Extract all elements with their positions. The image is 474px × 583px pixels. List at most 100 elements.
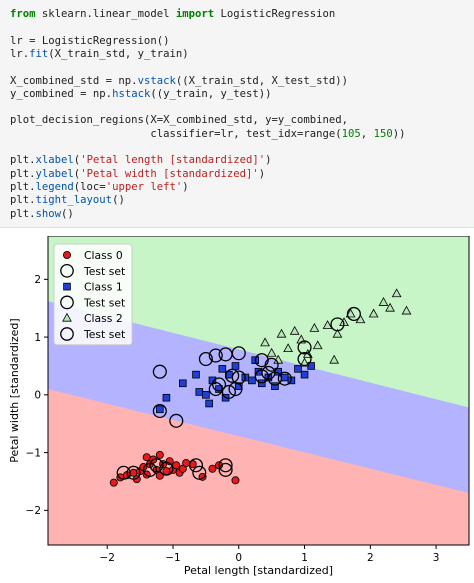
open-circle-point (208, 382, 223, 397)
legend-label: Class 2 (84, 312, 123, 325)
code-token: X_combined_std = np. (10, 74, 138, 87)
axes-frame (47, 236, 470, 546)
open-circle-point (297, 351, 312, 367)
open-circle-point (330, 317, 345, 332)
triangle-point (283, 343, 293, 353)
open-circle-point (152, 364, 167, 379)
code-token: plt. (10, 194, 36, 207)
y-tick-label: 0 (34, 390, 41, 402)
code-token: LogisticRegression (214, 8, 336, 20)
code-token: ) (265, 154, 272, 167)
code-line: plot_decision_regions(X=X_combined_std, … (10, 113, 348, 128)
code-token: 105 (341, 127, 361, 140)
square-point (218, 365, 227, 373)
code-line: from sklearn.linear_model import Logisti… (10, 7, 335, 22)
code-token: y_combined = np. (10, 87, 113, 100)
code-token: from (10, 8, 36, 20)
legend-label: Class 0 (84, 249, 123, 262)
open-circle-point (149, 458, 164, 473)
code-line: plt.legend(loc='upper left') (10, 180, 189, 195)
code-token: show (35, 207, 62, 220)
open-circle-point (169, 413, 184, 428)
code-token: plot_decision_regions(X=X_combined_std, … (10, 114, 349, 127)
code-line: lr.fit(X_train_std, y_train) (10, 47, 189, 62)
square-point (294, 365, 302, 373)
open-circle-point (231, 346, 246, 361)
circle-point (172, 461, 181, 470)
legend-marker (62, 312, 72, 322)
square-point (162, 393, 171, 402)
triangle-point (260, 337, 270, 347)
open-circle-point (277, 371, 292, 386)
code-line: X_combined_std = np.vstack((X_train_std,… (10, 74, 348, 89)
triangle-point (322, 320, 333, 329)
open-circle-point (297, 340, 312, 355)
code-line: plt.xlabel('Petal length [standardized]'… (10, 153, 272, 168)
code-token: vstack (137, 74, 176, 87)
square-point (192, 370, 200, 379)
code-token: lr = LogisticRegression() (10, 34, 170, 47)
x-tick-label: 3 (433, 552, 440, 564)
open-circle-point (264, 357, 279, 372)
y-tick-label: 2 (34, 274, 41, 286)
triangle-point (385, 302, 395, 312)
code-token: (loc= (73, 180, 106, 193)
triangle-point (368, 308, 379, 318)
triangle-point (391, 288, 402, 298)
square-point (205, 399, 213, 408)
open-circle-point (152, 403, 167, 419)
code-token: ylabel (35, 167, 74, 180)
legend-marker (63, 282, 71, 291)
triangle-point (309, 322, 320, 332)
code-token: ) (182, 180, 189, 193)
open-circle-point (218, 462, 233, 477)
legend-marker (60, 263, 74, 278)
open-circle-point (159, 461, 174, 476)
code-token: fit (29, 47, 49, 60)
legend-label: Test set (83, 296, 125, 309)
code-token: )) (392, 127, 406, 140)
code-line: plt.show() (10, 207, 74, 222)
legend: Class 0 Test set Class 1 Test set Class 2 Tes… (53, 243, 133, 346)
circle-point (208, 464, 217, 473)
code-token: plt. (10, 167, 36, 180)
code-token: 'Petal width [standardized]' (80, 167, 259, 180)
legend-label: Test set (83, 265, 125, 278)
open-circle-point (218, 458, 233, 473)
open-circle-point (116, 465, 131, 480)
code-token: sklearn.linear_model (35, 8, 176, 20)
y-tick-label: −1 (26, 447, 41, 459)
square-point (179, 379, 187, 388)
code-line: y_combined = np.hstack((y_train, y_test)… (10, 87, 272, 102)
code-line: plt.ylabel('Petal width [standardized]') (10, 167, 265, 182)
legend-label: Test set (83, 328, 125, 341)
x-axis-label: Petal length [standardized] (184, 564, 333, 577)
code-token: ((y_train, y_test)) (150, 87, 272, 100)
circle-point (142, 453, 151, 462)
open-circle-point (225, 368, 240, 383)
code-line: classifier=lr, test_idx=range(105, 150)) (10, 127, 405, 142)
y-tick-label: 1 (34, 332, 41, 344)
x-tick-label: 2 (367, 552, 374, 564)
circle-point (155, 450, 164, 459)
square-point (281, 373, 289, 382)
code-token: , (360, 127, 374, 140)
decision-regions-plot: −2 −1 0 1 2 3 −2 −1 0 1 2 Petal length [standardiz… (8, 236, 470, 577)
code-token: plt. (10, 207, 36, 220)
code-cell[interactable]: from sklearn.linear_model import Logisti… (0, 0, 474, 228)
triangle-point (329, 354, 340, 364)
x-tick-label: −1 (165, 552, 180, 564)
code-token: legend (35, 180, 74, 193)
legend-marker (63, 250, 72, 259)
code-token: classifier=lr, test_idx=range( (10, 127, 342, 140)
square-point (231, 362, 240, 370)
x-tick-label: 1 (301, 552, 308, 564)
data-points (109, 288, 412, 487)
open-circle-point (254, 369, 269, 384)
open-circle-point (126, 465, 141, 480)
code-token: ( (73, 167, 81, 180)
open-circle-point (198, 351, 213, 367)
triangle-point (289, 325, 300, 335)
open-circle-point (208, 348, 223, 363)
code-token: ((X_train_std, X_test_std)) (175, 74, 349, 87)
